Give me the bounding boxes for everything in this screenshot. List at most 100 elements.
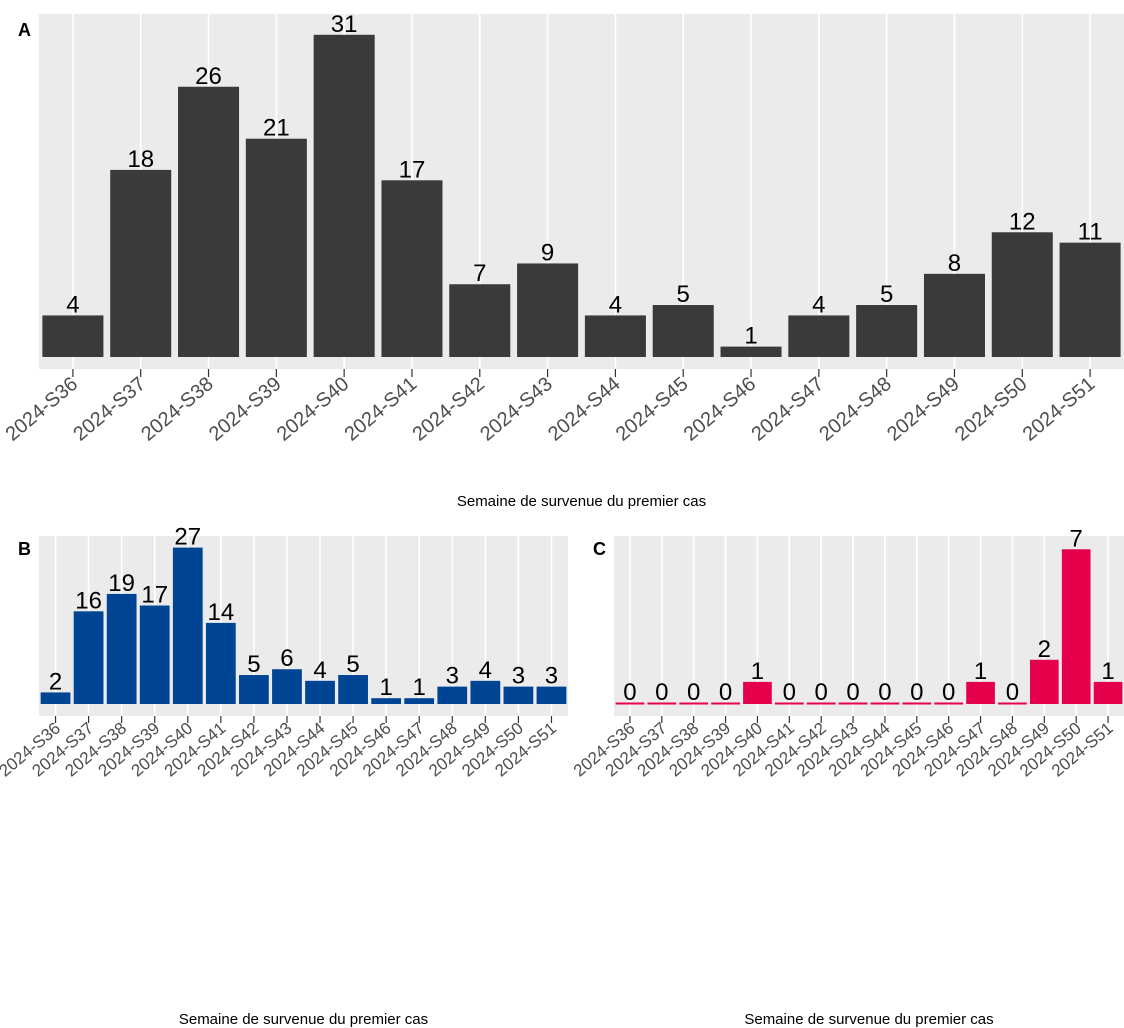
data-label: 7	[473, 260, 486, 287]
tick-label: 2024-S42	[408, 373, 489, 446]
data-label: 5	[247, 651, 260, 678]
bar	[139, 605, 170, 704]
data-label: 17	[141, 582, 168, 609]
data-label: 4	[479, 657, 492, 684]
bar	[73, 611, 104, 704]
tick-label: 2024-S40	[273, 373, 354, 446]
bar	[338, 675, 368, 704]
bar	[172, 547, 203, 704]
data-label: 8	[948, 250, 961, 277]
bar	[998, 702, 1027, 705]
bar	[1059, 242, 1121, 357]
bar	[856, 305, 918, 357]
bar	[991, 232, 1053, 357]
data-label: 4	[66, 291, 79, 318]
bar	[205, 622, 236, 704]
bar	[720, 346, 782, 357]
data-label: 1	[379, 674, 392, 701]
data-label: 9	[541, 239, 554, 266]
data-label: 27	[174, 524, 201, 551]
bar	[652, 305, 714, 357]
data-label: 0	[719, 679, 732, 706]
x-axis-title: Semaine de survenue du premier cas	[457, 493, 706, 510]
tick-label: 2024-S51	[1019, 373, 1100, 446]
bar	[313, 34, 375, 358]
bar	[711, 702, 740, 705]
bar	[110, 169, 172, 357]
bar	[381, 180, 443, 357]
data-label: 0	[815, 679, 828, 706]
bar	[40, 692, 71, 704]
data-label: 19	[108, 570, 135, 597]
data-label: 2	[49, 668, 62, 695]
data-label: 1	[744, 323, 757, 350]
bar	[647, 702, 677, 705]
bar	[1029, 659, 1059, 704]
data-label: 12	[1009, 208, 1036, 235]
tick-label: 2024-S36	[2, 373, 83, 446]
data-label: 3	[512, 663, 525, 690]
bar	[902, 702, 932, 705]
data-label: 0	[623, 679, 636, 706]
data-label: 14	[207, 599, 234, 626]
tick-label: 2024-S50	[951, 373, 1032, 446]
data-label: 1	[413, 674, 426, 701]
panel-tag: A	[18, 20, 31, 40]
bar	[305, 680, 335, 704]
tick-label: 2024-S49	[883, 373, 964, 446]
data-label: 18	[127, 146, 154, 173]
bar	[966, 681, 995, 704]
data-label: 26	[195, 63, 222, 90]
data-label: 21	[263, 115, 290, 142]
bar	[743, 681, 772, 704]
bar	[1093, 681, 1123, 704]
data-label: 0	[1006, 679, 1019, 706]
bar	[806, 702, 836, 705]
tick-label: 2024-S47	[747, 373, 828, 446]
bar	[536, 686, 567, 704]
data-label: 4	[609, 291, 622, 318]
bar	[584, 315, 646, 357]
tick-label: 2024-S39	[205, 373, 286, 446]
data-label: 0	[783, 679, 796, 706]
data-label: 0	[655, 679, 668, 706]
data-label: 0	[910, 679, 923, 706]
panel-tag: B	[18, 539, 31, 559]
bar	[178, 86, 240, 358]
data-label: 4	[812, 291, 825, 318]
data-label: 11	[1078, 219, 1103, 246]
tick-label: 2024-S44	[544, 373, 625, 446]
bar	[371, 698, 402, 704]
data-label: 0	[878, 679, 891, 706]
bar	[272, 669, 302, 704]
tick-label: 2024-S37	[69, 373, 150, 446]
bar	[106, 593, 137, 704]
data-label: 17	[399, 156, 426, 183]
panel-tag: C	[593, 539, 606, 559]
data-label: 5	[677, 281, 690, 308]
bar	[470, 680, 501, 704]
bar	[788, 315, 850, 357]
bar	[437, 686, 468, 704]
data-label: 0	[846, 679, 859, 706]
data-label: 7	[1070, 525, 1083, 552]
tick-label: 2024-S38	[137, 373, 218, 446]
data-label: 3	[446, 663, 459, 690]
tick-label: 2024-S48	[815, 373, 896, 446]
bar	[923, 273, 985, 357]
data-label: 0	[942, 679, 955, 706]
tick-label: 2024-S43	[476, 373, 557, 446]
bar	[449, 284, 511, 357]
bar	[774, 702, 804, 705]
bar	[1061, 549, 1091, 704]
tick-label: 2024-S41	[341, 373, 422, 446]
bar	[239, 675, 269, 704]
data-label: 5	[880, 281, 893, 308]
tick-label: 2024-S46	[680, 373, 761, 446]
data-label: 3	[545, 663, 558, 690]
data-label: 1	[1101, 658, 1114, 685]
bar	[679, 702, 709, 705]
